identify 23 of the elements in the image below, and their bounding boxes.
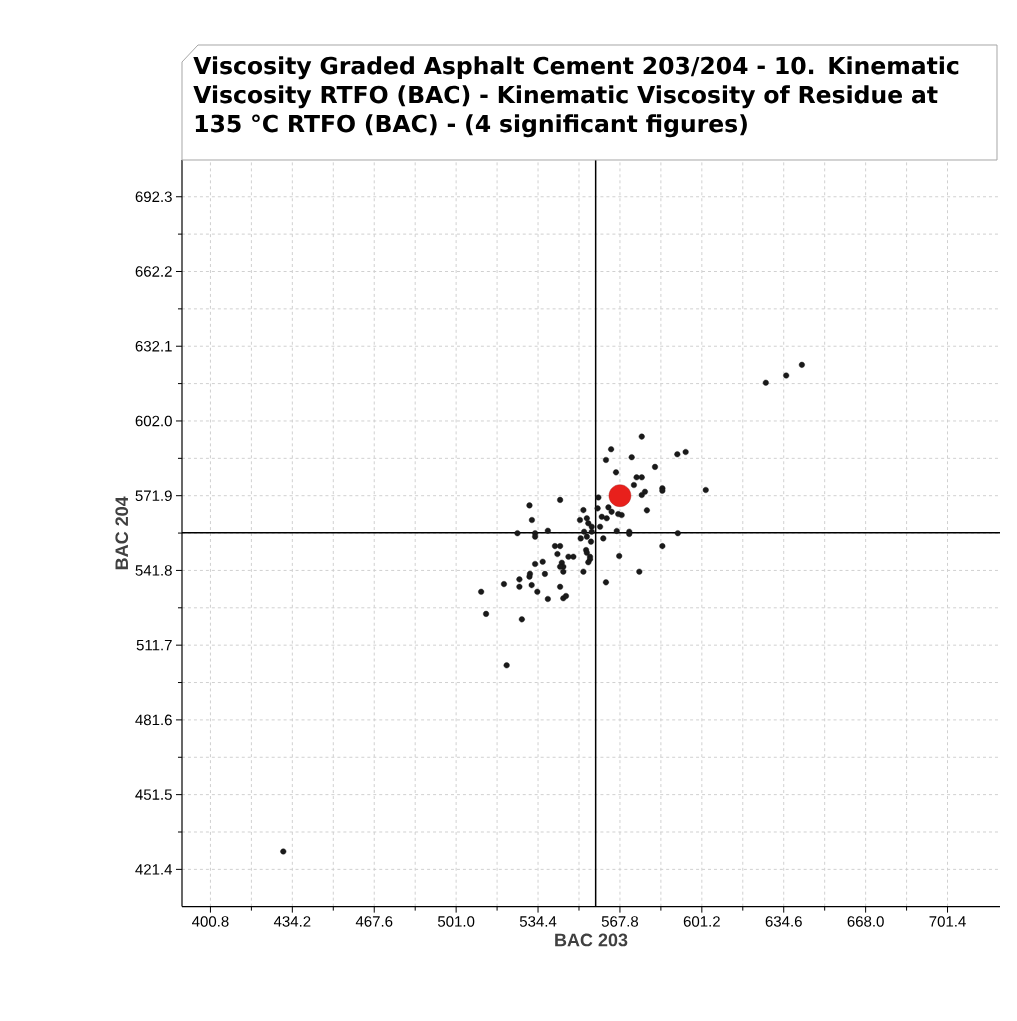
x-tick-label: 467.6 [355, 916, 393, 927]
y-tick-label: 511.7 [136, 639, 172, 651]
y-tick-label: 602.0 [135, 415, 172, 427]
y-tick-label: 541.8 [135, 565, 172, 576]
y-axis-title: BAC 204 [115, 496, 129, 570]
y-tick-label: 481.6 [135, 714, 172, 726]
x-tick-label: 634.6 [765, 916, 802, 927]
y-tick-label: 571.9 [135, 490, 172, 501]
x-tick-label: 601.2 [683, 916, 720, 927]
x-tick-label: 668.0 [847, 916, 884, 927]
x-tick-label: 400.8 [192, 916, 229, 927]
x-tick-label: 534.4 [519, 916, 557, 927]
x-tick-label: 701.4 [929, 916, 966, 927]
x-tick-label: 501.0 [437, 916, 475, 927]
x-axis-title: BAC 203 [555, 933, 628, 947]
y-tick-label: 451.5 [135, 789, 172, 800]
chart-title: Viscosity Graded Asphalt Cement 203/204 - 10. Kinematic Viscosity RTFO (BAC) - Kinematic Viscosity of Residue at 135 °C RTFO (BAC) - (4 significant figures) [193, 56, 959, 138]
y-tick-label: 692.3 [135, 191, 172, 203]
x-tick-label: 434.2 [273, 916, 311, 927]
y-tick-label: 632.1 [135, 340, 172, 352]
x-tick-label: 567.8 [601, 916, 639, 927]
y-tick-label: 662.2 [135, 266, 172, 277]
y-tick-label: 421.4 [135, 864, 173, 875]
